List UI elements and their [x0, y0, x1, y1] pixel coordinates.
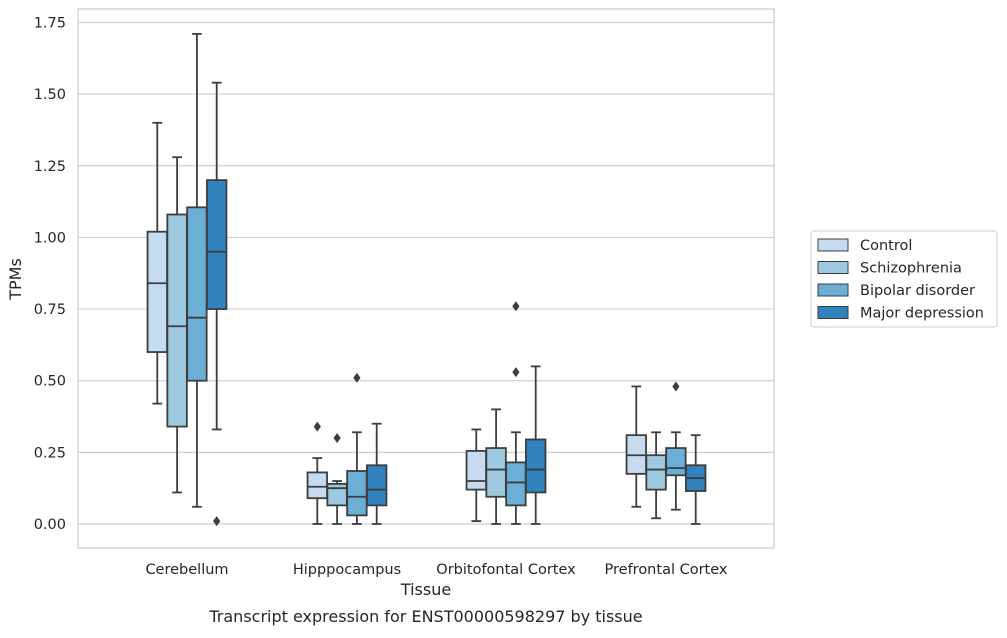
- outlier-point: [512, 301, 520, 312]
- box-schizophrenia: [645, 431, 667, 520]
- y-tick-label: 0.25: [34, 445, 66, 461]
- legend-items: Control Schizophrenia Bipolar disorder Majo…: [817, 238, 984, 322]
- box-bipolar-disorder: [186, 33, 208, 508]
- iqr-box: [186, 206, 208, 382]
- box-layer: [146, 33, 707, 527]
- legend-label: Control: [860, 238, 912, 254]
- iqr-box: [505, 461, 527, 507]
- box-major-depression: [206, 81, 228, 527]
- outlier-point: [313, 421, 321, 432]
- outlier-point: [512, 367, 520, 378]
- y-tick-label: 0.00: [34, 517, 66, 533]
- legend-label: Major depression: [860, 306, 984, 322]
- outlier-point: [213, 516, 221, 527]
- iqr-box: [525, 438, 547, 494]
- y-tick-label: 1.00: [34, 230, 66, 246]
- figure-caption: Transcript expression for ENST0000059829…: [208, 607, 642, 626]
- y-axis-label: TPMs: [6, 258, 25, 301]
- iqr-box: [485, 447, 507, 498]
- legend-swatch: [817, 238, 849, 252]
- outlier-point: [672, 381, 680, 392]
- iqr-box: [306, 471, 328, 500]
- iqr-box: [465, 450, 487, 491]
- x-axis-label: Tissue: [400, 580, 451, 599]
- box-schizophrenia: [326, 433, 348, 525]
- box-major-depression: [685, 434, 707, 525]
- x-tick-label: Prefrontal Cortex: [605, 562, 728, 578]
- iqr-box: [665, 447, 687, 477]
- y-tick-label: 1.75: [34, 16, 66, 32]
- legend-swatch: [817, 306, 849, 319]
- y-tick-label: 1.25: [34, 159, 66, 175]
- iqr-box: [346, 470, 368, 517]
- x-tick-label: Orbitofontal Cortex: [436, 562, 576, 578]
- legend-frame: [810, 230, 998, 328]
- y-tick-label: 1.50: [34, 87, 66, 103]
- box-bipolar-disorder: [665, 381, 687, 511]
- box-schizophrenia: [166, 156, 188, 494]
- box-bipolar-disorder: [346, 372, 368, 525]
- box-schizophrenia: [485, 408, 507, 525]
- box-major-depression: [366, 422, 388, 525]
- iqr-box: [146, 230, 168, 353]
- legend: Control Schizophrenia Bipolar disorder Majo…: [810, 230, 998, 328]
- x-tick-label: Hipppocampus: [293, 562, 401, 578]
- legend-swatch: [817, 261, 849, 274]
- x-tick-label: Cerebellum: [145, 562, 228, 578]
- legend-label: Schizophrenia: [860, 261, 962, 277]
- box-control: [625, 385, 647, 508]
- box-control: [306, 421, 328, 525]
- legend-label: Bipolar disorder: [860, 283, 975, 299]
- iqr-box: [206, 179, 228, 310]
- y-tick-label: 0.75: [34, 302, 66, 318]
- axis-layer: 0.00 0.25 0.50 0.75 1.00 1.25 1.50 1.75 Cerebell…: [34, 16, 728, 579]
- box-control: [465, 428, 487, 523]
- box-major-depression: [525, 365, 547, 525]
- iqr-box: [326, 482, 348, 507]
- outlier-point: [333, 433, 341, 444]
- outlier-point: [353, 372, 361, 383]
- plot-frame: [77, 8, 775, 549]
- iqr-box: [166, 213, 188, 428]
- box-control: [146, 121, 168, 405]
- legend-swatch: [817, 283, 849, 297]
- box-bipolar-disorder: [505, 301, 527, 525]
- iqr-box: [366, 464, 388, 507]
- y-tick-label: 0.50: [34, 374, 66, 390]
- iqr-box: [645, 454, 667, 491]
